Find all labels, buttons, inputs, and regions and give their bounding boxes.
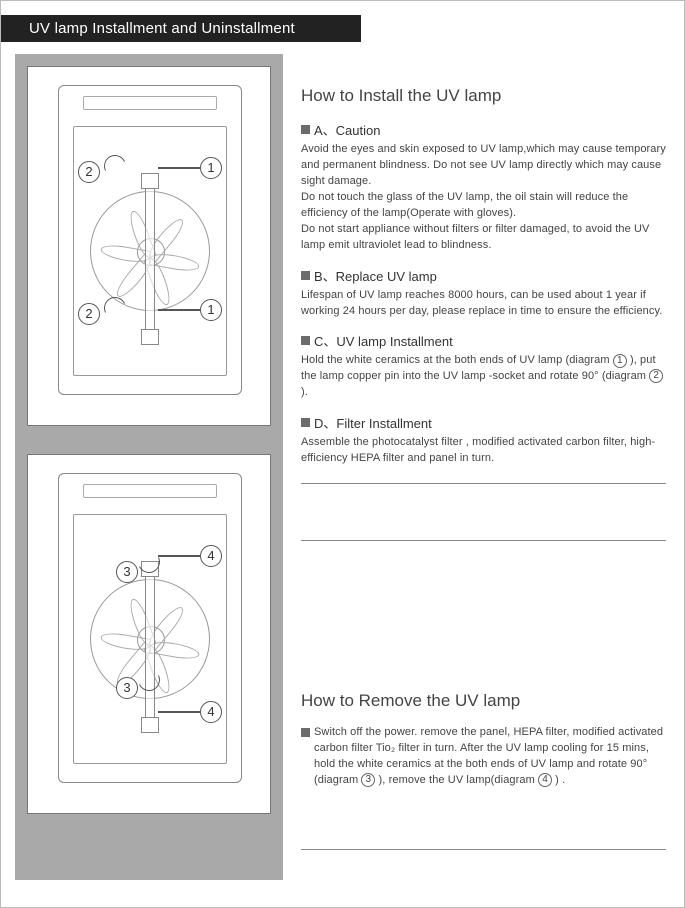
- page-title: UV lamp Installment and Uninstallment: [29, 20, 295, 37]
- tube-cap-top: [141, 173, 159, 189]
- item-a-head: A、Caution: [314, 120, 380, 139]
- uv-tube: [145, 181, 155, 335]
- bullet-icon: [301, 336, 310, 345]
- diagram-column: 1 2 1 2: [15, 54, 283, 880]
- callout-2: 2: [78, 161, 100, 183]
- divider: [301, 540, 666, 541]
- item-b-head: B、Replace UV lamp: [314, 266, 437, 285]
- device-top-panel: [83, 484, 217, 498]
- page-title-bar: UV lamp Installment and Uninstallment: [1, 15, 361, 42]
- item-head: D、Filter Installment: [301, 413, 666, 432]
- callout-3: 3: [116, 561, 138, 583]
- c-pre: Hold the white ceramics at the both ends…: [301, 354, 613, 366]
- item-c: C、UV lamp Installment Hold the white cer…: [301, 331, 666, 401]
- bullet-icon: [301, 271, 310, 280]
- remove-body: Switch off the power. remove the panel, …: [314, 725, 666, 789]
- device-outline: [58, 473, 242, 783]
- bullet-icon: [301, 728, 310, 737]
- item-a-body: Avoid the eyes and skin exposed to UV la…: [301, 142, 666, 254]
- bullet-icon: [301, 418, 310, 427]
- callout-2b: 2: [78, 303, 100, 325]
- item-d-body: Assemble the photocatalyst filter , modi…: [301, 435, 666, 467]
- install-diagram: 1 2 1 2: [27, 66, 271, 426]
- arrow-line: [158, 555, 200, 557]
- inline-num-3: 3: [361, 773, 375, 787]
- item-a: A、Caution Avoid the eyes and skin expose…: [301, 120, 666, 254]
- divider: [301, 483, 666, 484]
- item-d: D、Filter Installment Assemble the photoc…: [301, 413, 666, 467]
- callout-4b: 4: [200, 701, 222, 723]
- item-head: Switch off the power. remove the panel, …: [301, 725, 666, 789]
- arrow-line: [158, 309, 200, 311]
- r-post: ) .: [552, 774, 565, 786]
- tube-cap-bottom: [141, 717, 159, 733]
- remove-diagram: 4 3 3 4: [27, 454, 271, 814]
- page: UV lamp Installment and Uninstallment: [0, 0, 685, 908]
- remove-item: Switch off the power. remove the panel, …: [301, 725, 666, 789]
- callout-1: 1: [200, 157, 222, 179]
- inline-num-1: 1: [613, 354, 627, 368]
- divider: [301, 849, 666, 850]
- install-title: How to Install the UV lamp: [301, 86, 666, 106]
- r-mid: ), remove the UV lamp(diagram: [375, 774, 538, 786]
- callout-4: 4: [200, 545, 222, 567]
- remove-title: How to Remove the UV lamp: [301, 691, 666, 711]
- item-b: B、Replace UV lamp Lifespan of UV lamp re…: [301, 266, 666, 320]
- c-post: ).: [301, 386, 308, 398]
- inline-num-4: 4: [538, 773, 552, 787]
- inline-num-2: 2: [649, 369, 663, 383]
- callout-3b: 3: [116, 677, 138, 699]
- item-c-head: C、UV lamp Installment: [314, 331, 453, 350]
- arrow-line: [158, 167, 200, 169]
- arrow-line: [158, 711, 200, 713]
- tube-cap-bottom: [141, 329, 159, 345]
- callout-1b: 1: [200, 299, 222, 321]
- text-column: How to Install the UV lamp A、Caution Avo…: [301, 54, 666, 880]
- item-head: B、Replace UV lamp: [301, 266, 666, 285]
- item-c-body: Hold the white ceramics at the both ends…: [301, 353, 666, 401]
- uv-tube: [145, 569, 155, 723]
- remove-section: How to Remove the UV lamp Switch off the…: [301, 691, 666, 789]
- bullet-icon: [301, 125, 310, 134]
- content: 1 2 1 2: [15, 54, 666, 880]
- device-outline: [58, 85, 242, 395]
- item-b-body: Lifespan of UV lamp reaches 8000 hours, …: [301, 288, 666, 320]
- device-top-panel: [83, 96, 217, 110]
- item-head: A、Caution: [301, 120, 666, 139]
- item-head: C、UV lamp Installment: [301, 331, 666, 350]
- item-d-head: D、Filter Installment: [314, 413, 432, 432]
